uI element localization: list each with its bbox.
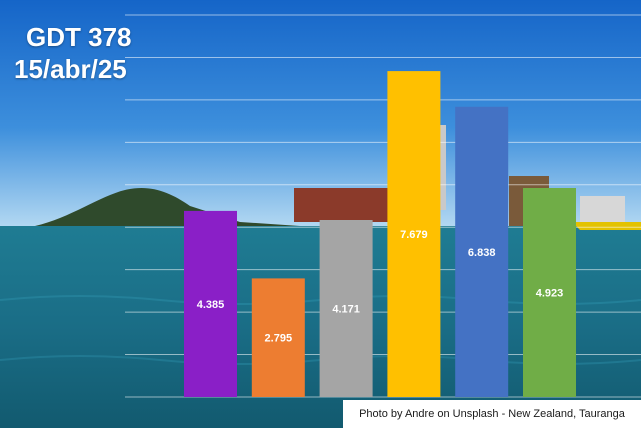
bar bbox=[251, 278, 305, 397]
bar-value-label: 7.679 bbox=[400, 229, 428, 241]
bar bbox=[523, 188, 576, 397]
bar-value-label: 4.171 bbox=[332, 304, 360, 316]
bar bbox=[455, 106, 509, 398]
bar bbox=[184, 210, 237, 397]
tugboat-hull bbox=[572, 222, 641, 230]
bar bbox=[387, 71, 441, 397]
chart-title-line1: GDT 378 bbox=[26, 22, 132, 52]
photo-credit-caption: Photo by Andre on Unsplash - New Zealand… bbox=[343, 400, 641, 428]
chart-title-line2: 15/abr/25 bbox=[14, 54, 127, 84]
bar-value-label: 2.795 bbox=[265, 333, 293, 345]
bar-value-label: 4.385 bbox=[197, 299, 225, 311]
crane-tower bbox=[440, 125, 446, 210]
tugboat bbox=[580, 196, 625, 224]
data-labels: 4.385 2.795 4.171 7.679 6.838 4.923 bbox=[197, 229, 564, 345]
mountain-silhouette bbox=[35, 187, 300, 228]
bar-value-label: 6.838 bbox=[468, 247, 496, 259]
bar bbox=[319, 220, 373, 397]
bars bbox=[184, 71, 576, 398]
bar-value-label: 4.923 bbox=[536, 288, 564, 300]
